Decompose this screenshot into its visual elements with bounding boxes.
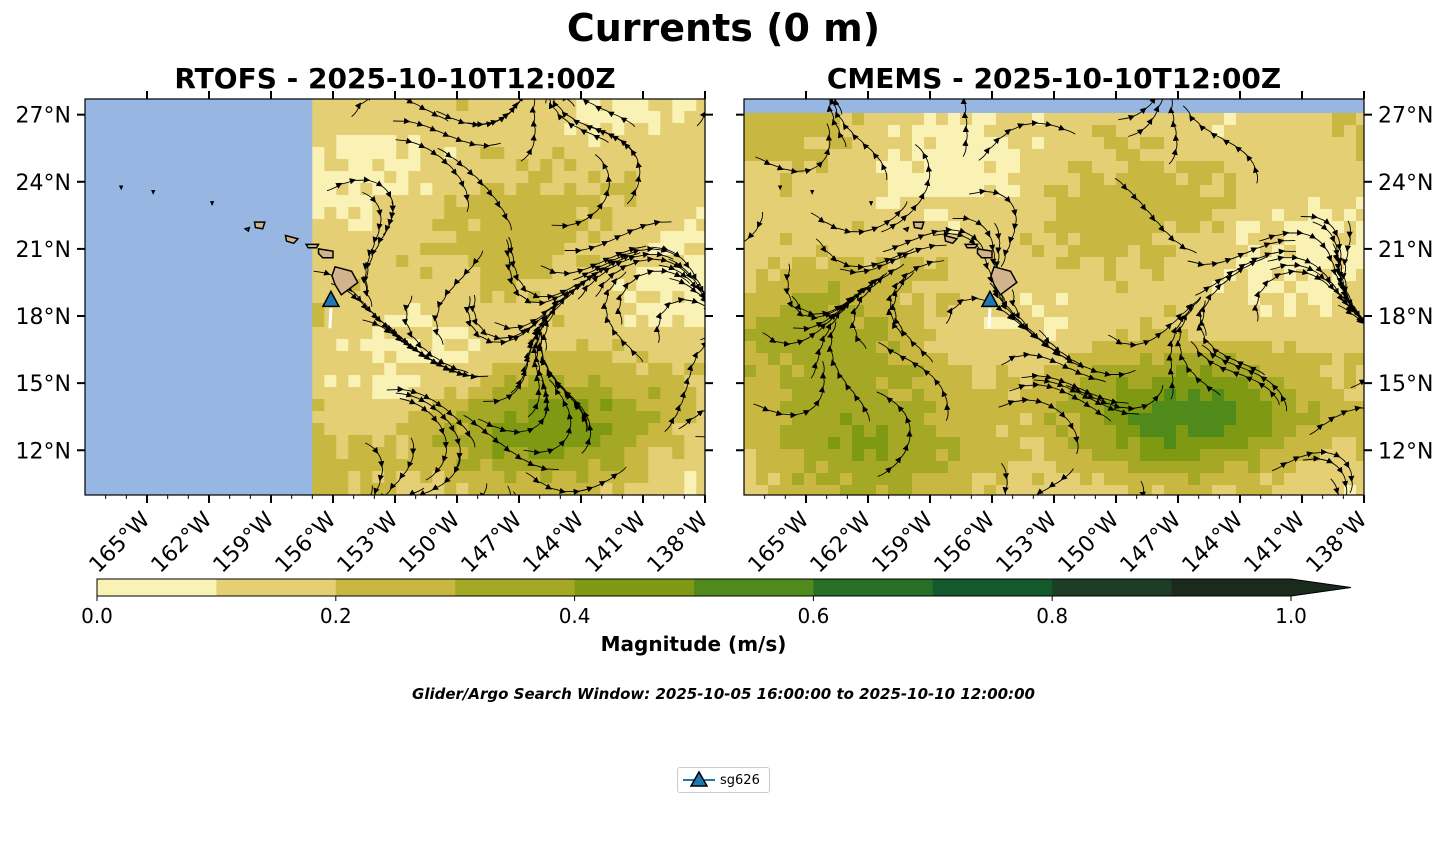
lon-tick-label: 141°W: [581, 507, 652, 578]
map-panel-rtofs: 165°W162°W159°W156°W153°W150°W147°W144°W…: [16, 91, 714, 578]
panel-title-cmems: CMEMS - 2025-10-10T12:00Z: [826, 62, 1282, 95]
lon-tick-label: 138°W: [643, 507, 714, 578]
lon-tick-label: 153°W: [333, 507, 404, 578]
colorbar-extend-arrow: [1291, 579, 1351, 596]
glider-marker: [321, 289, 341, 308]
streamlines: [744, 99, 1364, 495]
lon-tick-label: 165°W: [744, 507, 815, 578]
lon-tick-label: 141°W: [1240, 507, 1311, 578]
lat-tick-label: 27°N: [16, 104, 71, 129]
colorbar-tick-label: 0.8: [1036, 604, 1068, 628]
lon-tick-label: 150°W: [395, 507, 466, 578]
colorbar-tick-label: 1.0: [1275, 604, 1307, 628]
map-panel-cmems: 165°W162°W159°W156°W153°W150°W147°W144°W…: [736, 91, 1433, 578]
legend-label: sg626: [720, 772, 760, 788]
legend: sg626: [677, 767, 770, 793]
colorbar-tick-label: 0.2: [320, 604, 352, 628]
lon-tick-label: 156°W: [271, 507, 342, 578]
colorbar-segment: [216, 579, 337, 596]
glider-track: [328, 308, 333, 329]
lon-tick-label: 156°W: [930, 507, 1001, 578]
colorbar-tick-label: 0.6: [797, 604, 829, 628]
map-panels: 165°W162°W159°W156°W153°W150°W147°W144°W…: [16, 91, 1433, 578]
colorbar-label: Magnitude (m/s): [600, 632, 787, 656]
lon-tick-label: 159°W: [868, 507, 939, 578]
current-magnitude-field: [744, 113, 1364, 495]
lon-tick-label: 165°W: [85, 507, 156, 578]
streamlines: [313, 99, 705, 495]
lat-tick-label: 24°N: [16, 171, 71, 196]
search-window-text: Glider/Argo Search Window: 2025-10-05 16…: [412, 685, 1035, 703]
legend-glider-marker-icon: [683, 770, 715, 787]
colorbar-tick-label: 0.0: [81, 604, 113, 628]
lon-tick-label: 138°W: [1302, 507, 1373, 578]
lat-tick-label: 24°N: [1378, 171, 1433, 196]
colorbar-segment: [335, 579, 456, 596]
colorbar-segment: [1052, 579, 1173, 596]
land-islands: [777, 185, 1018, 296]
colorbar-segment: [932, 579, 1053, 596]
colorbar-segment: [97, 579, 217, 596]
lon-tick-label: 147°W: [1116, 507, 1187, 578]
glider-marker: [980, 289, 1000, 308]
colorbar-outline: [96, 578, 1352, 597]
lat-tick-label: 15°N: [16, 372, 71, 397]
lon-tick-label: 162°W: [147, 507, 218, 578]
colorbar-segment: [813, 579, 934, 596]
glider-track: [987, 308, 992, 329]
figure-title: Currents (0 m): [566, 6, 881, 50]
lat-tick-label: 21°N: [1378, 238, 1433, 263]
panel-title-rtofs: RTOFS - 2025-10-10T12:00Z: [174, 62, 616, 95]
lon-tick-label: 144°W: [1178, 507, 1249, 578]
lat-tick-label: 18°N: [1378, 305, 1433, 330]
land-islands: [118, 185, 359, 296]
lon-tick-label: 147°W: [457, 507, 528, 578]
lat-tick-label: 15°N: [1378, 372, 1433, 397]
lon-tick-label: 150°W: [1054, 507, 1125, 578]
lat-tick-label: 12°N: [1378, 439, 1433, 464]
colorbar-segment: [694, 579, 814, 596]
colorbar-segment: [455, 579, 576, 596]
lat-tick-label: 27°N: [1378, 104, 1433, 129]
lon-tick-label: 159°W: [209, 507, 280, 578]
colorbar: 0.0 0.2 0.4 0.6 0.8 1.0: [81, 578, 1352, 628]
lon-tick-label: 162°W: [806, 507, 877, 578]
lon-tick-label: 153°W: [992, 507, 1063, 578]
colorbar-segment: [1171, 579, 1292, 596]
colorbar-segment: [574, 579, 695, 596]
lon-tick-label: 144°W: [519, 507, 590, 578]
lat-tick-label: 18°N: [16, 305, 71, 330]
lat-tick-label: 12°N: [16, 439, 71, 464]
colorbar-tick-label: 0.4: [559, 604, 591, 628]
lat-tick-label: 21°N: [16, 238, 71, 263]
current-magnitude-field: [312, 99, 705, 495]
